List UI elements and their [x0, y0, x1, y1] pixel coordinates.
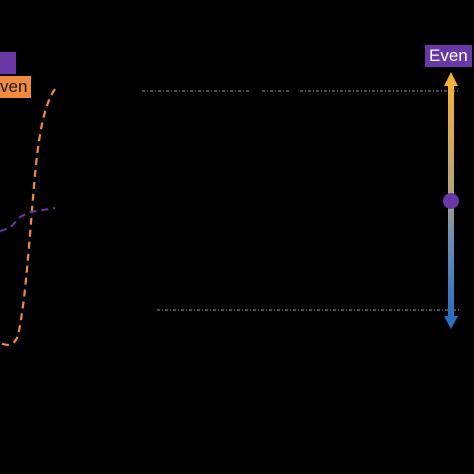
- purple-dashed-line: [0, 207, 56, 232]
- purple-circle-handle[interactable]: [443, 193, 459, 209]
- arrow-down-icon: [444, 316, 458, 329]
- left-purple-label: [0, 52, 16, 74]
- right-even-label: Even: [425, 45, 472, 67]
- arrow-up-icon: [444, 72, 458, 86]
- orange-dashed-curve: [0, 88, 56, 346]
- left-orange-label: ven: [0, 76, 32, 98]
